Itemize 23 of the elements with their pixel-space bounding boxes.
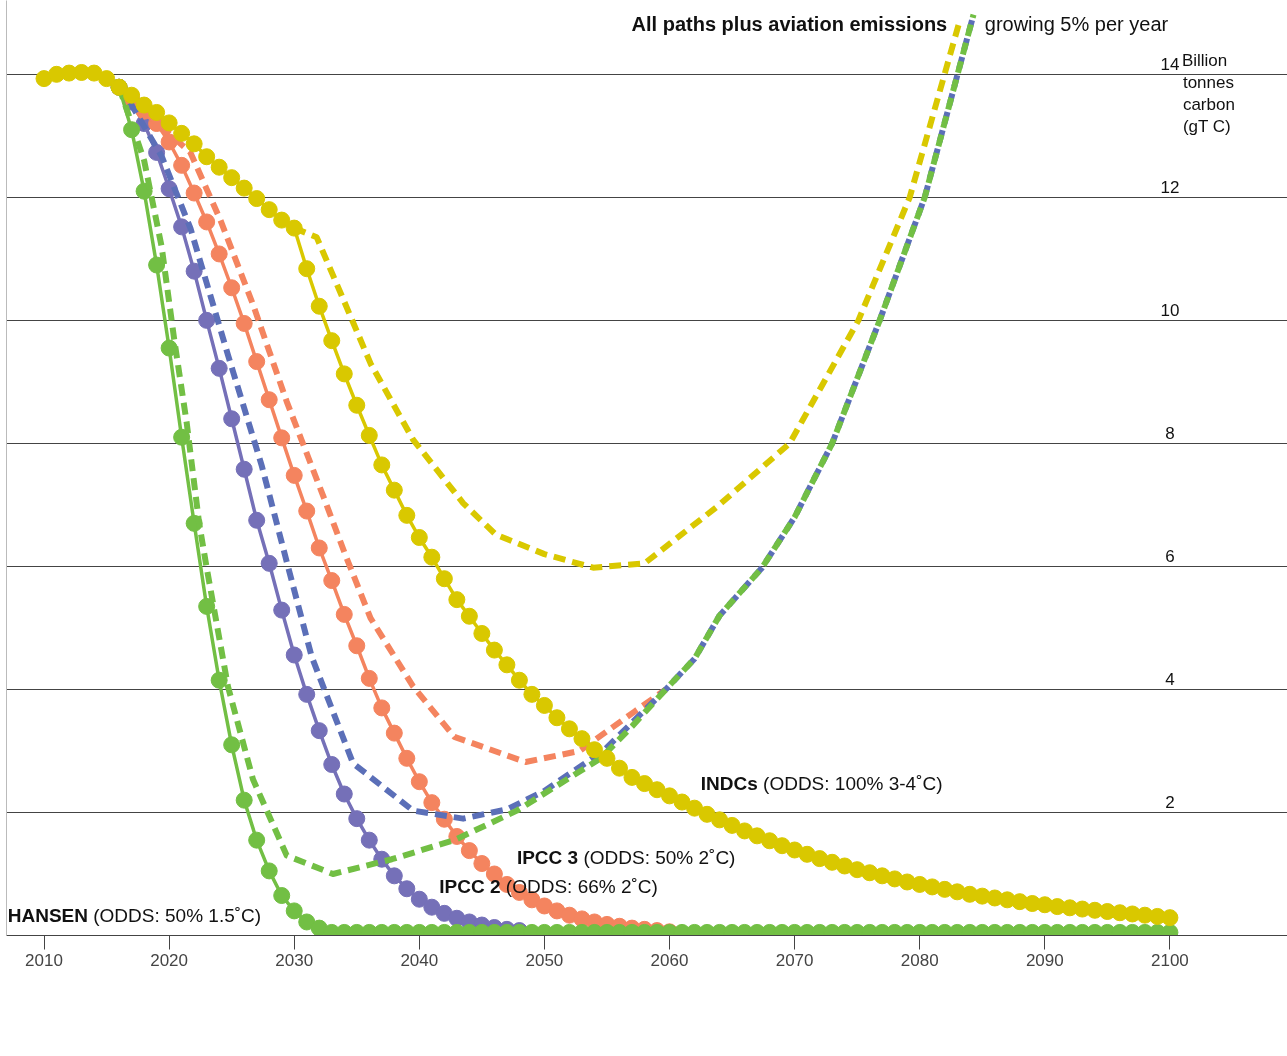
annotation: INDCs (ODDS: 100% 3-4˚C) [700,773,943,795]
x-tick-label: 2080 [900,950,939,970]
x-tick-label: 2010 [25,950,63,970]
x-tick-label: 2090 [1025,950,1064,970]
y-tick-label: 14 [1160,55,1180,75]
annotation: IPCC 3 (ODDS: 50% 2˚C) [516,847,736,869]
y-tick-label: 6 [1165,547,1175,567]
text: All paths plus aviation emissions [631,12,948,35]
y-tick-label: 4 [1165,670,1175,690]
y-axis-title: Billion tonnes carbon (gT C) [1181,51,1235,137]
x-tick-label: 2070 [775,950,814,970]
text: growing 5% per year [984,12,1169,35]
y-tick-label: 12 [1160,178,1180,198]
y-tick-label: 2 [1165,793,1175,813]
x-tick-label: 2030 [275,950,314,970]
x-tick-label: 2050 [525,950,564,970]
y-tick-label: 10 [1160,301,1180,321]
x-tick-label: 2060 [650,950,689,970]
x-tick-label: 2040 [400,950,439,970]
x-tick-label: 2100 [1151,950,1189,970]
annotation: HANSEN (ODDS: 50% 1.5˚C) [7,905,262,927]
x-tick-label: 2020 [150,950,189,970]
y-tick-label: 8 [1165,424,1175,444]
